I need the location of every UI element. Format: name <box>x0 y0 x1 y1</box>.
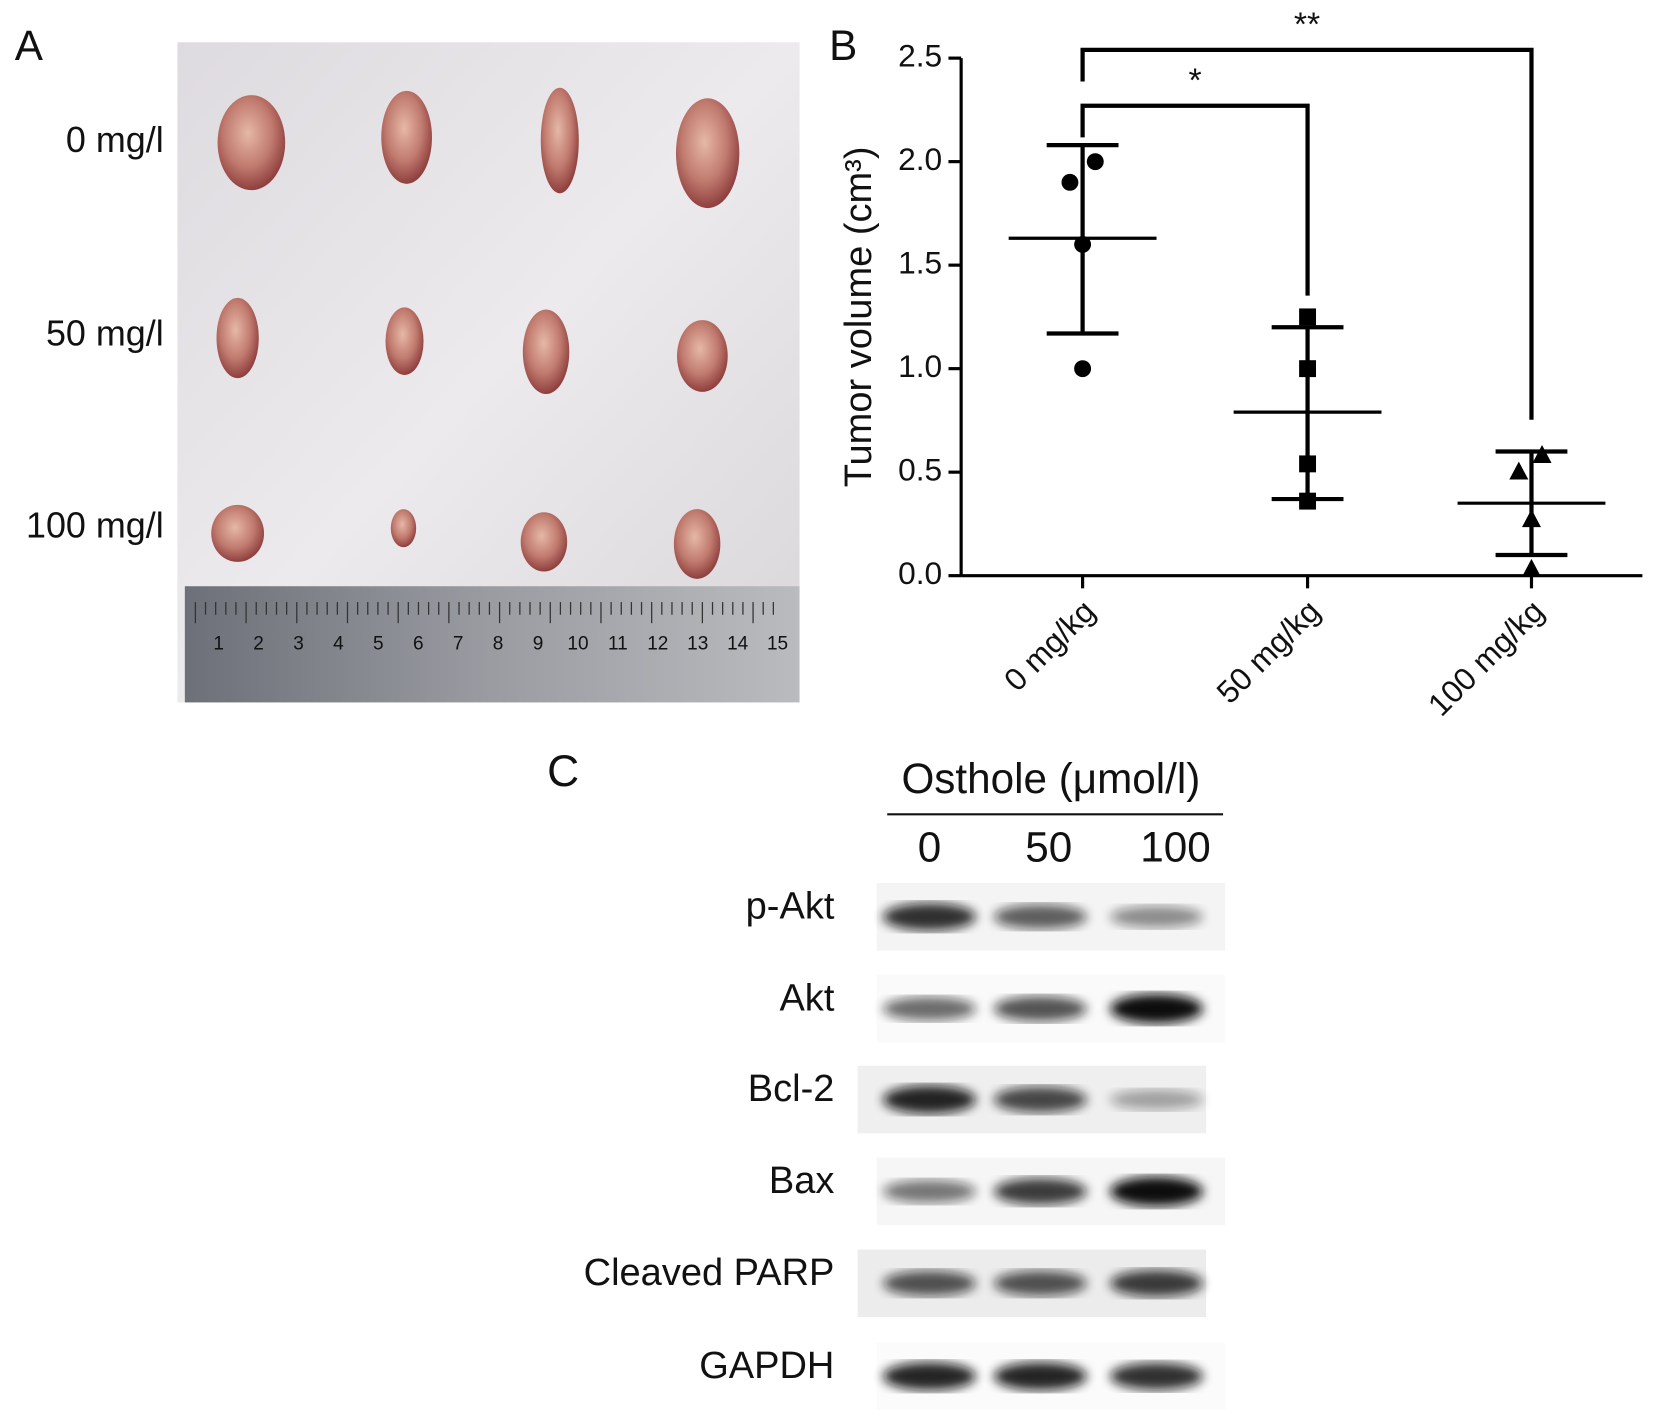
band <box>1110 993 1204 1024</box>
lane-label: 0 <box>918 823 942 870</box>
significance-bracket <box>1080 103 1310 296</box>
ruler-label: 1 <box>213 633 224 654</box>
tumor <box>216 297 259 379</box>
y-tick-label: 0.0 <box>898 555 942 591</box>
tumor <box>677 320 728 392</box>
y-axis-title: Tumor volume (cm³) <box>838 147 880 488</box>
y-tick-label: 1.0 <box>898 348 942 384</box>
band <box>1110 1362 1204 1390</box>
y-tick-label: 1.5 <box>898 245 942 281</box>
row-label: Cleaved PARP <box>584 1252 835 1294</box>
x-tick-label: 0 mg/kg <box>997 593 1102 698</box>
band <box>882 996 976 1021</box>
band <box>993 1362 1087 1391</box>
row-label: 100 mg/l <box>26 505 164 546</box>
y-tick-label: 0.5 <box>898 452 942 488</box>
tumor <box>217 95 286 191</box>
point <box>1509 461 1529 480</box>
point <box>1086 153 1104 171</box>
ruler-label: 12 <box>647 633 668 654</box>
tumor <box>540 87 579 194</box>
y-tick-label: 2.5 <box>898 38 942 74</box>
point <box>1074 360 1092 378</box>
row-label: Akt <box>779 977 834 1019</box>
ruler-label: 8 <box>493 633 504 654</box>
panel-label: C <box>547 747 579 796</box>
tumor <box>520 512 568 572</box>
band <box>993 904 1087 930</box>
band <box>882 903 976 931</box>
tumor <box>381 90 432 184</box>
ruler-label: 2 <box>253 633 264 654</box>
ruler-label: 6 <box>413 633 424 654</box>
row-label: Bax <box>769 1160 835 1202</box>
band <box>882 1179 976 1203</box>
ruler-label: 3 <box>293 633 304 654</box>
point <box>1521 558 1541 577</box>
row-label: 50 mg/l <box>46 312 164 353</box>
x-tick-label: 50 mg/kg <box>1209 593 1327 711</box>
tumor <box>211 504 265 562</box>
band <box>1110 1176 1204 1207</box>
row-label: 0 mg/l <box>66 119 164 160</box>
band <box>1110 1270 1204 1297</box>
panel-c: C Osthole (μmol/l) <box>547 747 1224 816</box>
band <box>1110 1089 1204 1110</box>
tumor <box>522 309 570 395</box>
point <box>1299 308 1317 326</box>
blot-title: Osthole (μmol/l) <box>901 755 1200 802</box>
band <box>993 1270 1087 1296</box>
band <box>993 996 1087 1022</box>
point <box>1061 173 1079 191</box>
band <box>993 1086 1087 1113</box>
panel-label: A <box>15 22 44 69</box>
tumor <box>673 509 721 579</box>
band <box>882 1362 976 1391</box>
ruler-label: 5 <box>373 633 384 654</box>
band <box>882 1270 976 1296</box>
lane-label: 50 <box>1025 823 1072 870</box>
ruler-label: 4 <box>333 633 344 654</box>
y-tick-label: 2.0 <box>898 141 942 177</box>
ruler-label: 10 <box>567 633 588 654</box>
band <box>993 1178 1087 1205</box>
point <box>1532 445 1552 463</box>
panel-label: B <box>829 22 857 69</box>
x-tick-label: 100 mg/kg <box>1421 593 1551 723</box>
ruler-label: 7 <box>453 633 464 654</box>
ruler-label: 13 <box>687 633 708 654</box>
row-label: p-Akt <box>746 885 835 927</box>
tumor <box>390 509 417 548</box>
row-label: Bcl-2 <box>748 1068 835 1110</box>
lane-label: 100 <box>1140 823 1210 870</box>
ruler-label: 14 <box>727 633 749 654</box>
significance-label: * <box>1189 61 1202 99</box>
significance-bracket <box>1080 47 1534 420</box>
significance-label: ** <box>1294 6 1320 44</box>
ruler-label: 9 <box>533 633 544 654</box>
tumor <box>385 307 424 375</box>
tumor <box>675 98 740 209</box>
ruler-label: 15 <box>767 633 788 654</box>
band <box>1110 906 1204 928</box>
row-label: GAPDH <box>699 1345 834 1387</box>
ruler-label: 11 <box>608 633 628 654</box>
band <box>882 1085 976 1114</box>
